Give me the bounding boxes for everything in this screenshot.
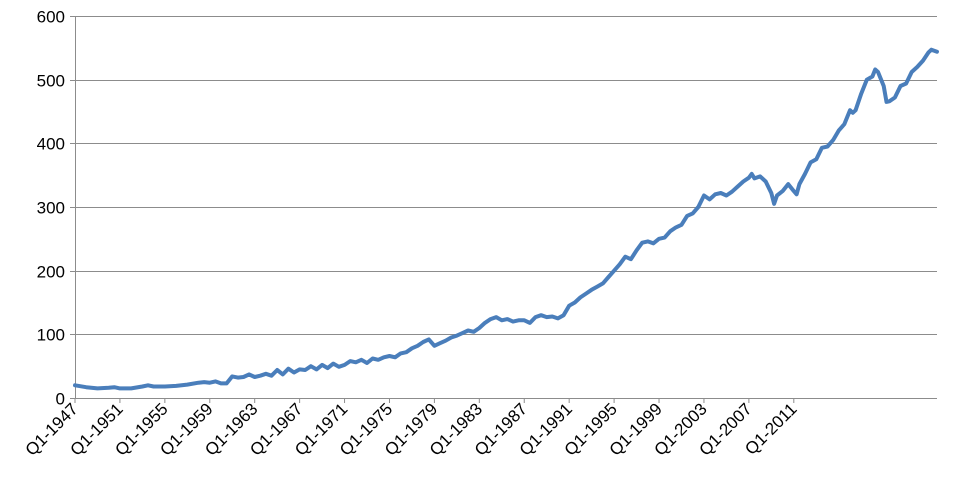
gridlines <box>75 16 937 335</box>
y-tick-label: 400 <box>37 135 65 154</box>
series-line-0 <box>73 47 939 391</box>
y-tick-label: 100 <box>37 326 65 345</box>
y-tick-label: 0 <box>56 390 65 409</box>
y-tick-label: 200 <box>37 263 65 282</box>
axes <box>70 16 937 403</box>
y-tick-labels: 0 100 200 300 400 500 600 <box>37 8 65 409</box>
x-tick-labels: Q1-1947Q1-1951Q1-1955Q1-1959Q1-1963Q1-19… <box>22 399 801 459</box>
series-layer <box>73 47 939 391</box>
y-tick-label: 600 <box>37 8 65 27</box>
y-tick-label: 500 <box>37 72 65 91</box>
y-tick-label: 300 <box>37 199 65 218</box>
